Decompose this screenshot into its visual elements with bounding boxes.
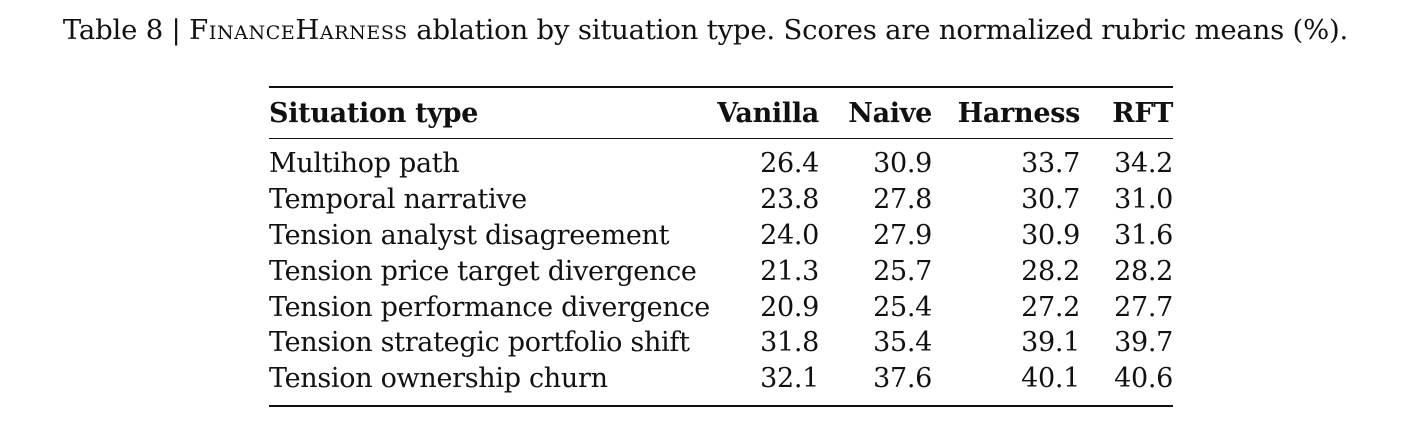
- caption-prefix: Table 8 |: [62, 14, 190, 46]
- cell-naive: 25.4: [873, 291, 932, 323]
- bottom-rule: [269, 404, 1173, 407]
- table-row: Tension strategic portfolio shift 31.8 3…: [269, 325, 1173, 361]
- cell-vanilla: 21.3: [760, 255, 819, 287]
- table-row: Tension ownership churn 32.1 37.6 40.1 4…: [269, 361, 1173, 397]
- table-row: Multihop path 26.4 30.9 33.7 34.2: [269, 146, 1173, 182]
- cell-rft: 40.6: [1114, 363, 1173, 395]
- cell-naive: 35.4: [873, 327, 932, 359]
- cell-harness: 30.9: [1021, 219, 1080, 251]
- cell-rft: 31.6: [1114, 219, 1173, 251]
- table-row: Tension performance divergence 20.9 25.4…: [269, 289, 1173, 325]
- row-label: Temporal narrative: [269, 184, 527, 216]
- cell-rft: 34.2: [1114, 148, 1173, 180]
- row-label: Tension price target divergence: [269, 255, 697, 287]
- header-row: Situation type Vanilla Naive Harness RFT: [269, 88, 1173, 138]
- mid-rule: [269, 138, 1173, 139]
- cell-harness: 33.7: [1021, 148, 1080, 180]
- cell-harness: 28.2: [1021, 255, 1080, 287]
- row-label: Tension performance divergence: [269, 291, 710, 323]
- row-label: Tension strategic portfolio shift: [269, 327, 690, 359]
- cell-harness: 39.1: [1021, 327, 1080, 359]
- table-row: Tension analyst disagreement 24.0 27.9 3…: [269, 218, 1173, 254]
- cell-naive: 25.7: [873, 255, 932, 287]
- caption-benchmark-name: FinanceHarness: [189, 14, 408, 46]
- cell-vanilla: 31.8: [760, 327, 819, 359]
- header-vanilla: Vanilla: [717, 97, 819, 129]
- table-row: Tension price target divergence 21.3 25.…: [269, 253, 1173, 289]
- caption-suffix: ablation by situation type. Scores are n…: [407, 14, 1349, 46]
- cell-rft: 27.7: [1114, 291, 1173, 323]
- cell-rft: 31.0: [1114, 184, 1173, 216]
- header-naive: Naive: [848, 97, 932, 129]
- cell-rft: 28.2: [1114, 255, 1173, 287]
- cell-vanilla: 20.9: [760, 291, 819, 323]
- row-label: Multihop path: [269, 148, 460, 180]
- cell-naive: 27.9: [873, 219, 932, 251]
- cell-vanilla: 32.1: [760, 363, 819, 395]
- row-label: Tension ownership churn: [269, 363, 608, 395]
- header-situation-type: Situation type: [269, 97, 479, 129]
- cell-harness: 27.2: [1021, 291, 1080, 323]
- cell-naive: 30.9: [873, 148, 932, 180]
- cell-rft: 39.7: [1114, 327, 1173, 359]
- table-row: Temporal narrative 23.8 27.8 30.7 31.0: [269, 182, 1173, 218]
- results-table: Situation type Vanilla Naive Harness RFT…: [269, 86, 1173, 407]
- cell-harness: 40.1: [1021, 363, 1080, 395]
- cell-vanilla: 23.8: [760, 184, 819, 216]
- header-harness: Harness: [957, 97, 1081, 129]
- cell-vanilla: 26.4: [760, 148, 819, 180]
- top-rule: [269, 86, 1173, 88]
- table-caption: Table 8 | FinanceHarness ablation by sit…: [0, 14, 1411, 46]
- cell-harness: 30.7: [1021, 184, 1080, 216]
- header-rft: RFT: [1112, 97, 1173, 129]
- cell-naive: 27.8: [873, 184, 932, 216]
- cell-vanilla: 24.0: [760, 219, 819, 251]
- cell-naive: 37.6: [873, 363, 932, 395]
- row-label: Tension analyst disagreement: [269, 219, 670, 251]
